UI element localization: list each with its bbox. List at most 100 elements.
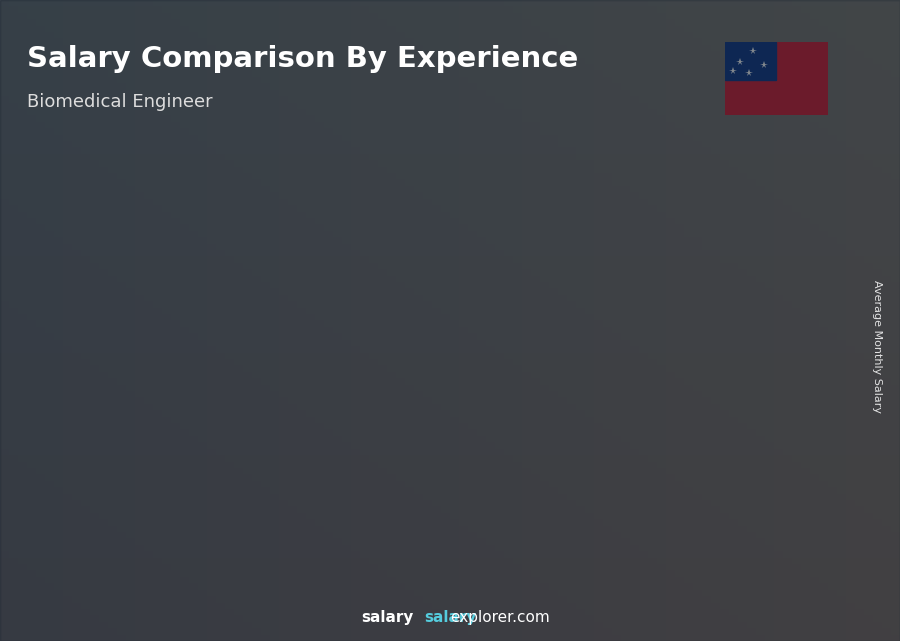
Bar [112,428,114,577]
Bar [217,376,219,577]
Bar [752,214,754,577]
Bar [116,428,118,577]
Bar [727,214,729,577]
Bar [766,214,768,577]
Bar [344,317,346,577]
Bar [783,214,785,577]
Bar [76,428,79,577]
Bar [238,376,240,577]
Bar [594,233,596,577]
Text: salary: salary [362,610,414,625]
Bar [724,42,776,80]
Bar [642,233,643,577]
Bar [734,214,735,577]
Bar [722,214,724,577]
Bar [261,376,263,577]
Bar [525,262,526,577]
Bar [651,233,652,577]
Bar [746,214,748,577]
Bar [250,376,252,577]
Bar [787,214,788,577]
Bar [741,214,742,577]
Bar [521,262,523,577]
Bar [592,233,594,577]
Bar [235,376,237,577]
Bar [640,233,642,577]
Bar [108,428,110,577]
Bar [80,428,82,577]
Bar [78,428,80,577]
Bar [104,428,106,577]
Bar [126,428,128,577]
Bar [518,262,519,577]
Bar [213,376,215,577]
Bar [97,428,99,577]
Bar [341,317,343,577]
Bar [483,262,485,577]
Bar [363,317,365,577]
Bar [230,376,232,577]
Bar [731,214,733,577]
Bar [376,317,378,577]
Bar [458,262,460,577]
Text: 1,970 WST: 1,970 WST [319,297,391,310]
Bar [482,262,484,577]
Bar [212,376,213,577]
Text: 2,750 WST: 2,750 WST [712,194,783,206]
Bar [131,428,133,577]
Bar [67,428,68,577]
Bar [389,317,391,577]
Bar [206,376,208,577]
Text: Salary Comparison By Experience: Salary Comparison By Experience [27,45,578,73]
Bar [387,317,389,577]
Bar [464,262,465,577]
Bar [106,428,108,577]
Bar [368,317,370,577]
Text: 2,610 WST: 2,610 WST [580,212,652,225]
Bar [336,317,338,577]
Bar [645,233,647,577]
Bar [775,214,777,577]
Bar [485,262,487,577]
Bar [462,262,464,577]
Bar [359,317,361,577]
Bar [366,317,368,577]
Bar [86,428,87,577]
Bar [130,428,131,577]
Bar [596,233,598,577]
Bar [332,317,334,577]
Bar [773,214,775,577]
Bar [749,214,751,577]
Bar [202,376,203,577]
Bar [739,214,741,577]
Bar [200,376,202,577]
Bar [364,317,366,577]
Bar [477,262,479,577]
Bar [781,214,783,577]
Bar [357,317,360,577]
Bar [353,317,355,577]
Bar [751,214,752,577]
Bar [372,317,374,577]
Bar [204,376,206,577]
Bar [393,317,395,577]
Bar [465,262,467,577]
Bar [613,233,615,577]
Bar [500,262,502,577]
Bar [346,317,347,577]
Bar [748,214,750,577]
Bar [498,262,500,577]
Bar [370,317,372,577]
Bar [771,214,773,577]
Bar [328,317,330,577]
Bar [244,376,246,577]
Bar [65,428,67,577]
Bar [615,233,616,577]
Bar [591,233,593,577]
Bar [609,233,611,577]
Text: 1,520 WST: 1,520 WST [187,356,259,369]
Bar [725,214,727,577]
Bar [605,233,607,577]
Bar [511,262,513,577]
Bar [618,233,620,577]
